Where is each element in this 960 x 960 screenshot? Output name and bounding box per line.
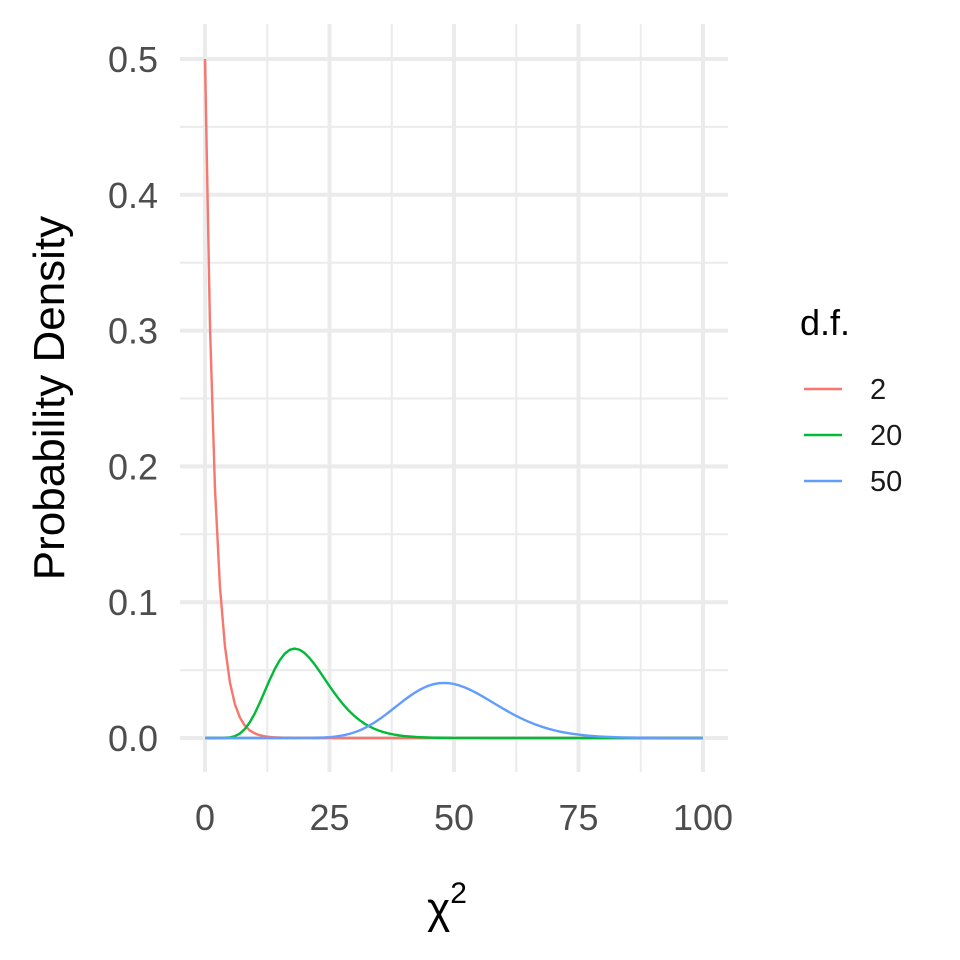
legend-label-2: 2: [870, 374, 886, 406]
x-axis-title-base: χ: [427, 884, 450, 933]
x-tick-label: 0: [195, 797, 215, 838]
x-tick-labels: 0 25 50 75 100: [195, 797, 733, 838]
y-tick-label: 0.2: [108, 446, 158, 487]
x-axis-title-superscript: 2: [450, 877, 467, 910]
y-axis-title: Probability Density: [25, 216, 74, 580]
y-tick-label: 0.5: [108, 39, 158, 80]
series-line-df-50: [205, 681, 704, 740]
x-tick-label: 50: [434, 797, 474, 838]
legend-label-50: 50: [870, 466, 902, 498]
legend-entries: 2 20 50: [804, 374, 902, 498]
x-tick-label: 75: [558, 797, 598, 838]
y-tick-labels: 0.0 0.1 0.2 0.3 0.4 0.5: [108, 39, 158, 759]
legend-title: d.f.: [800, 302, 850, 343]
y-tick-label: 0.4: [108, 175, 158, 216]
x-tick-label: 100: [673, 797, 733, 838]
x-axis-title: χ2: [427, 877, 467, 933]
legend-label-20: 20: [870, 420, 902, 452]
y-tick-label: 0.1: [108, 582, 158, 623]
major-gridlines: [180, 24, 728, 772]
y-tick-label: 0.0: [108, 718, 158, 759]
x-tick-label: 25: [309, 797, 349, 838]
series-lines: [203, 58, 704, 740]
legend: d.f. 2 20 50: [800, 302, 902, 498]
y-tick-label: 0.3: [108, 311, 158, 352]
